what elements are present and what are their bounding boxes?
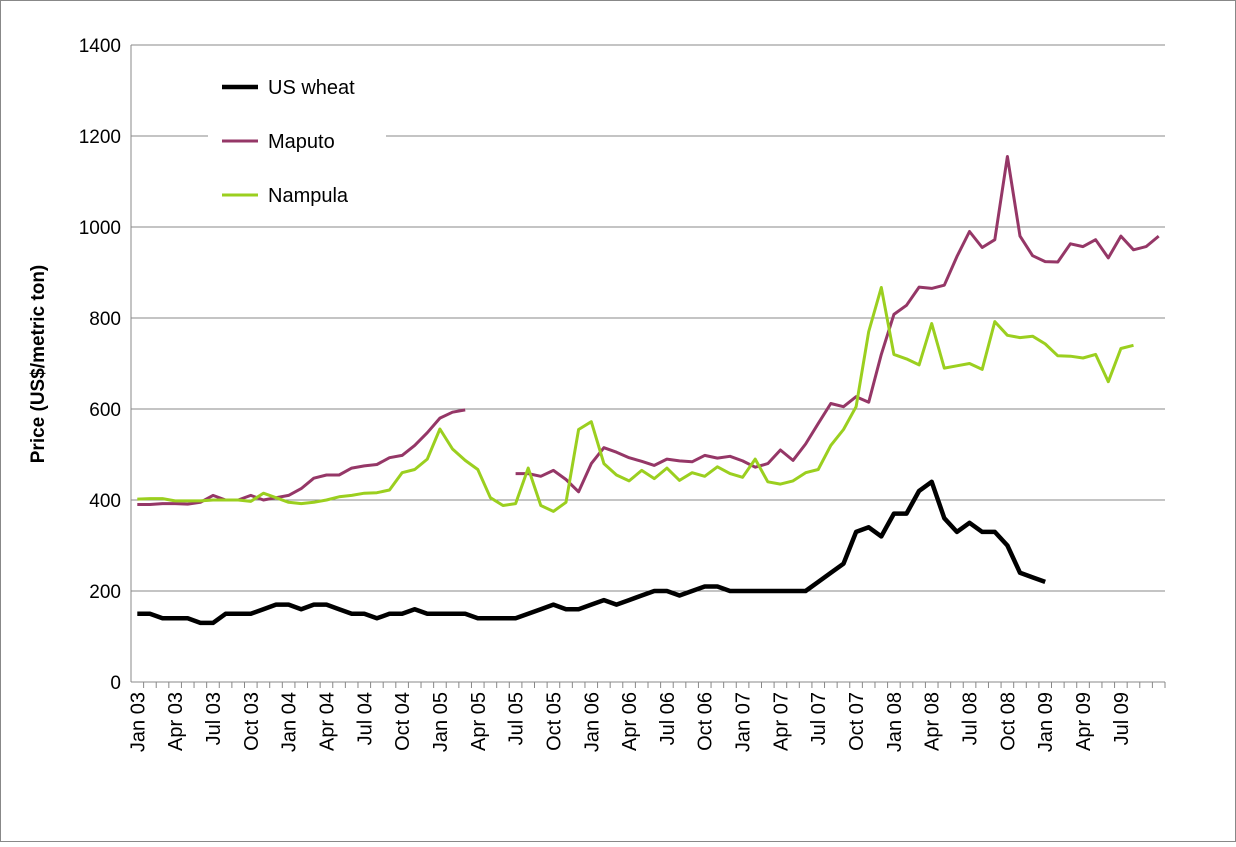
x-tick-label: Jul 07 [808,692,830,745]
x-tick-label: Apr 06 [619,692,641,751]
legend-label: Maputo [268,131,335,153]
x-tick-label: Jul 09 [1111,692,1133,745]
y-tick-label: 800 [89,309,121,330]
y-tick-label: 1200 [79,127,121,148]
x-tick-label: Oct 06 [695,692,717,751]
x-tick-label: Jul 05 [506,692,528,745]
line-series [137,479,1046,626]
x-tick-label: Oct 08 [997,692,1019,751]
x-tick-label: Jul 04 [354,692,376,745]
x-tick-label: Oct 03 [241,692,263,751]
x-tick-label: Jul 08 [960,692,982,745]
y-tick-label: 200 [89,582,121,603]
y-tick-label: 0 [110,673,121,694]
x-tick-label: Oct 04 [392,692,414,751]
x-tick-label: Apr 07 [770,692,792,751]
x-tick-label: Apr 08 [922,692,944,751]
x-tick-label: Jul 06 [657,692,679,745]
line-series [137,286,1134,513]
x-tick-label: Apr 09 [1073,692,1095,751]
legend-label: Nampula [268,185,349,207]
x-tick-label: Apr 03 [165,692,187,751]
x-tick-label: Jan 09 [1035,692,1057,752]
line-series [137,155,1160,506]
y-axis-label: Price (US$/metric ton) [28,265,49,464]
x-tick-label: Apr 04 [316,692,338,751]
y-tick-label: 600 [89,400,121,421]
x-tick-label: Jan 03 [127,692,149,752]
y-tick-label: 1400 [79,36,121,57]
x-tick-label: Oct 05 [543,692,565,751]
legend-label: US wheat [268,77,355,99]
y-tick-label: 1000 [79,218,121,239]
x-tick-label: Jan 06 [581,692,603,752]
x-tick-label: Oct 07 [846,692,868,751]
x-tick-label: Jan 08 [884,692,906,752]
x-tick-label: Apr 05 [468,692,490,751]
x-tick-label: Jan 04 [279,692,301,752]
x-tick-label: Jan 07 [733,692,755,752]
y-tick-label: 400 [89,491,121,512]
x-tick-label: Jul 03 [203,692,225,745]
x-tick-label: Jan 05 [430,692,452,752]
